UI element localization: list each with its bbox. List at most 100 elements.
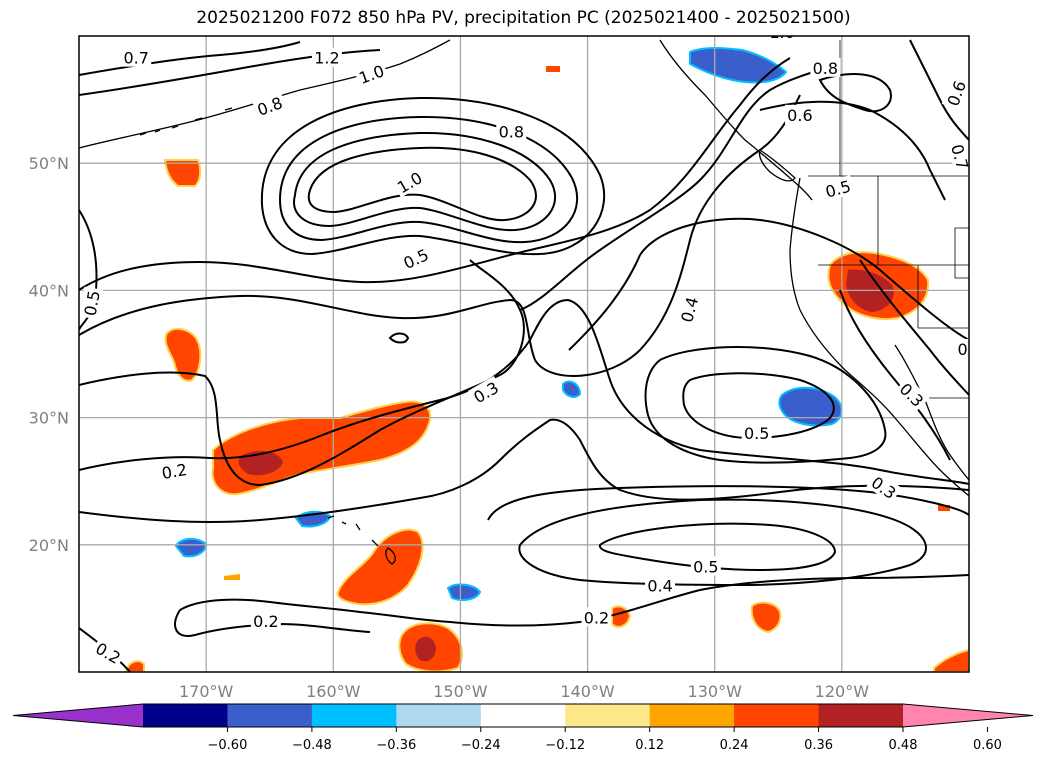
colorbar-segment: [227, 704, 313, 727]
contour-label-bg: [581, 607, 612, 627]
colorbar-segment: [143, 704, 228, 727]
precip-area-positive: [336, 528, 424, 606]
pv-contour-0-2-south: [79, 418, 969, 523]
longitude-label: 140°W: [560, 682, 615, 701]
colorbar-extend-high: [903, 704, 1033, 727]
contour-label: 0.4: [647, 577, 672, 596]
contour-label-bg: [252, 91, 287, 120]
pv-contour-0-4-south: [518, 498, 927, 587]
contour-label-group: 0.8: [496, 121, 527, 141]
map-title: 2025021200 F072 850 hPa PV, precipitatio…: [196, 8, 851, 28]
precip-area-positive: [546, 66, 560, 72]
contour-labels: 0.7 1.21.00.80.81.00.50.5 0.40.30.20.50.30…: [79, 36, 973, 669]
contour-label-bg: [675, 292, 702, 327]
pv-contour-small-loop: [388, 332, 410, 344]
precip-area-negative: [446, 583, 482, 601]
contour-label-bg: [353, 59, 389, 88]
pv-contour-east-upper: [818, 73, 892, 113]
latitude-label: 30°N: [29, 409, 69, 428]
pv-contour-0-4-east: [644, 345, 887, 464]
contour-label: 0.5: [81, 289, 104, 317]
precip-area-positive: [750, 601, 782, 634]
contour-label-bg: [894, 377, 930, 412]
contour-label-bg: [941, 75, 969, 111]
longitude-label: 130°W: [688, 682, 743, 701]
colorbar-tick-label: 0.60: [973, 738, 1002, 753]
contour-label: 0.5: [744, 424, 769, 443]
state-border-lines: [818, 40, 969, 329]
contour-label-group: 0.2: [581, 607, 612, 627]
contour-label-bg: [690, 556, 721, 576]
contour-label-bg: [810, 57, 841, 77]
colorbar-segment: [311, 704, 397, 727]
map-panel: 0.7 1.21.00.80.81.00.50.5 0.40.30.20.50.30…: [78, 35, 973, 673]
hawaii-islands: [327, 515, 396, 565]
contour-label-group: 0.7: [121, 47, 152, 68]
colorbar-tick-label: 0.48: [889, 738, 918, 753]
contour-label-bg: [645, 575, 676, 595]
contour-label-group: 0.5: [79, 286, 104, 320]
contour-label-group: 0.2: [157, 458, 191, 483]
colorbar-tick-label: −0.48: [292, 738, 332, 753]
latitude-label: 20°N: [29, 536, 69, 555]
latitude-labels: 50°N 40°N 30°N 20°N: [29, 154, 69, 555]
contour-label-bg: [784, 104, 815, 124]
contour-label-bg: [496, 121, 527, 141]
longitude-label: 170°W: [179, 682, 234, 701]
contour-label-bg: [250, 611, 281, 631]
contour-label-bg: [950, 338, 969, 358]
pv-contour-0-7-east: [759, 100, 946, 201]
us-west-coast: [789, 177, 969, 497]
pv-contour-0-2: [79, 298, 969, 485]
contour-label-group: 1.2: [311, 47, 342, 68]
contour-label-bg: [741, 422, 772, 442]
pv-contour-0-2-loop: [174, 609, 371, 637]
pv-contour-0-5-south: [599, 522, 837, 572]
precip-area-negative: [689, 47, 788, 84]
state-borders: [808, 40, 969, 399]
contour-label-bg: [467, 375, 504, 408]
latitude-label: 40°N: [29, 281, 69, 300]
colorbar-tick-label: −0.24: [461, 738, 501, 753]
pv-contour-0-3-east: [568, 217, 969, 351]
contour-label: 0.7: [123, 49, 148, 68]
contour-label: 0.8: [499, 122, 524, 141]
coastlines: [79, 39, 969, 565]
precip-shading: [124, 47, 969, 672]
colorbar-tick-label: −0.36: [376, 738, 416, 753]
contour-label-bg: [79, 286, 104, 320]
precip-area-positive: [163, 159, 202, 187]
contour-label-bg: [311, 47, 342, 67]
longitude-label: 120°W: [815, 682, 870, 701]
colorbar-segment: [734, 704, 820, 727]
pv-contour-coastal: [839, 289, 951, 461]
colorbar: −0.60 −0.48 −0.36 −0.24 −0.12 0.12 0.24 0.36 0.4…: [12, 703, 1034, 753]
colorbar-tick-label: 0.36: [804, 738, 833, 753]
contour-label-bg: [90, 636, 127, 669]
contour-label-bg: [866, 470, 902, 504]
colorbar-segment: [565, 704, 651, 727]
pv-contour-0-6-east: [909, 39, 969, 141]
latitude-label: 50°N: [29, 154, 69, 173]
precip-area-negative: [778, 386, 843, 427]
precip-area-positive: [933, 648, 969, 672]
contour-label-bg: [947, 139, 969, 174]
precip-area-positive: [164, 327, 202, 382]
colorbar-segment: [396, 704, 482, 727]
pv-contour-0-5: [79, 57, 791, 291]
contour-label: 0.: [958, 340, 973, 359]
precip-area-negative: [562, 380, 582, 398]
contour-label-bg: [820, 175, 855, 202]
contour-label-bg: [391, 166, 428, 198]
contour-label-group: 0.: [950, 338, 973, 359]
pv-contour-0-7-ring: [260, 96, 606, 256]
colorbar-tick-label: 0.24: [720, 738, 749, 753]
contour-label: 0.7: [947, 142, 972, 172]
contour-label-group: 0.8: [810, 57, 841, 78]
contour-label: 0.8: [813, 59, 838, 78]
pv-contour-0-8-ring: [278, 115, 578, 244]
pv-contour-1-0-ring: [307, 146, 537, 222]
colorbar-tick-label: 0.12: [635, 738, 664, 753]
contour-label: 1.2: [314, 49, 339, 68]
